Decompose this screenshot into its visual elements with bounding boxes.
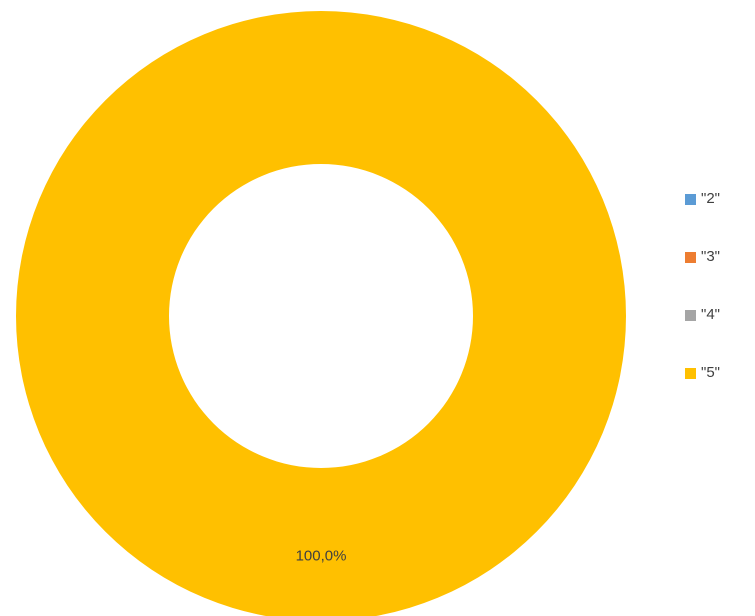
legend-item-3: "5" bbox=[685, 364, 755, 422]
legend-swatch-1 bbox=[685, 252, 696, 263]
legend-swatch-2 bbox=[685, 310, 696, 321]
legend-label-1: "3" bbox=[701, 248, 720, 265]
slice-3 bbox=[16, 11, 626, 616]
legend-label-3: "5" bbox=[701, 364, 720, 381]
legend-item-1: "3" bbox=[685, 248, 755, 306]
legend-item-2: "4" bbox=[685, 306, 755, 364]
legend-label-0: "2" bbox=[701, 190, 720, 207]
legend-label-2: "4" bbox=[701, 306, 720, 323]
legend-item-0: "2" bbox=[685, 190, 755, 248]
slices-group bbox=[16, 11, 626, 616]
legend-swatch-0 bbox=[685, 194, 696, 205]
data-labels-group: 100,0% bbox=[296, 547, 347, 564]
legend: "2" "3" "4" "5" bbox=[685, 190, 755, 422]
data-label-3: 100,0% bbox=[296, 547, 347, 564]
legend-swatch-3 bbox=[685, 368, 696, 379]
